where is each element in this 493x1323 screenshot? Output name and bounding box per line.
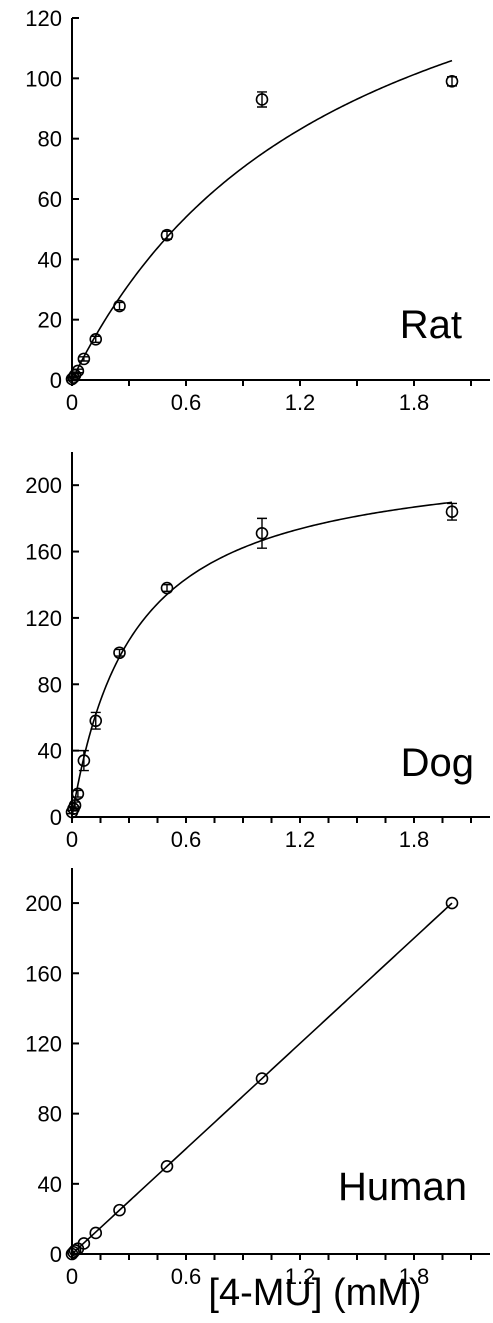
human-data-point: [160, 1159, 174, 1173]
dog-error-bar: [78, 749, 89, 772]
human-data-point: [445, 896, 459, 910]
dog-data-point: [89, 714, 103, 728]
dog-data-point: [445, 505, 459, 519]
dog-y-tick-label: 120: [25, 606, 62, 631]
human-x-tick-label: 1.8: [399, 1264, 430, 1289]
human-y-tick-label: 200: [25, 891, 62, 916]
dog-panel: 0 40 80 120 160 200 0 0.6 1.2 1.8 Dog: [25, 452, 490, 852]
rat-data-point: [255, 93, 269, 106]
dog-data-point: [77, 754, 91, 767]
rat-fit-curve: [71, 59, 453, 381]
rat-y-tick-label: 60: [38, 187, 62, 212]
rat-data-point: [89, 332, 103, 346]
dog-panel-label: Dog: [401, 741, 474, 785]
dog-data-point: [160, 581, 174, 595]
rat-x-tick-label: 0: [66, 390, 78, 415]
human-x-tick-label: 0: [66, 1264, 78, 1289]
human-y-tick-label: 120: [25, 1031, 62, 1056]
dog-data-point: [71, 787, 85, 801]
rat-data-point: [160, 228, 174, 242]
rat-y-tick-label: 0: [50, 368, 62, 393]
rat-data-point: [113, 299, 126, 313]
human-panel-label: Human: [338, 1165, 467, 1209]
dog-y-tick-label: 160: [25, 540, 62, 565]
human-x-tick-label: 0.6: [171, 1264, 202, 1289]
human-panel: 0 40 80 120 160 200 0 0.6 1.2 1.8 Human: [25, 868, 490, 1289]
rat-y-tick-label: 80: [38, 127, 62, 152]
rat-panel: 0 20 40 60 80 100 120 0 0.6 1.2 1.8 Rat: [25, 6, 490, 415]
rat-x-tick-label: 0.6: [171, 390, 202, 415]
human-y-tick-label: 0: [50, 1242, 62, 1267]
dog-x-tick-label: 1.2: [285, 827, 316, 852]
dog-y-tick-label: 0: [50, 805, 62, 830]
rat-y-tick-label: 100: [25, 66, 62, 91]
rat-error-bar: [90, 335, 101, 343]
rat-x-tick-label: 1.2: [285, 390, 316, 415]
rat-panel-label: Rat: [400, 303, 462, 347]
dog-error-bar: [257, 517, 267, 549]
human-data-point: [113, 1203, 126, 1217]
human-x-tick-label: 1.2: [285, 1264, 316, 1289]
human-y-tick-label: 160: [25, 961, 62, 986]
human-data-point: [255, 1072, 269, 1085]
dog-x-tick-label: 1.8: [399, 827, 430, 852]
rat-error-bar: [78, 356, 89, 362]
dog-y-tick-label: 80: [38, 672, 62, 697]
rat-x-tick-label: 1.8: [399, 390, 430, 415]
rat-data-point: [71, 364, 85, 378]
human-data-point: [77, 1237, 91, 1250]
dog-data-point: [255, 526, 269, 540]
rat-y-tick-label: 40: [38, 247, 62, 272]
rat-data-point: [445, 75, 459, 88]
human-data-point: [89, 1226, 103, 1240]
rat-error-bar: [72, 368, 83, 374]
human-y-tick-label: 80: [38, 1102, 62, 1127]
dog-y-tick-label: 200: [25, 473, 62, 498]
rat-data-point: [77, 352, 91, 366]
human-fit-curve: [71, 902, 453, 1255]
dog-data-point: [113, 646, 126, 660]
dog-x-tick-label: 0: [66, 827, 78, 852]
dog-data-point: [68, 799, 82, 812]
dog-fit-curve: [71, 501, 453, 818]
rat-y-tick-label: 20: [38, 308, 62, 333]
rat-y-tick-label: 120: [25, 6, 62, 31]
human-y-tick-label: 40: [38, 1172, 62, 1197]
dog-y-tick-label: 40: [38, 739, 62, 764]
x-axis-title: [4-MU] (mM): [208, 1272, 421, 1314]
dog-x-tick-label: 0.6: [171, 827, 202, 852]
dog-error-bar: [72, 789, 83, 798]
